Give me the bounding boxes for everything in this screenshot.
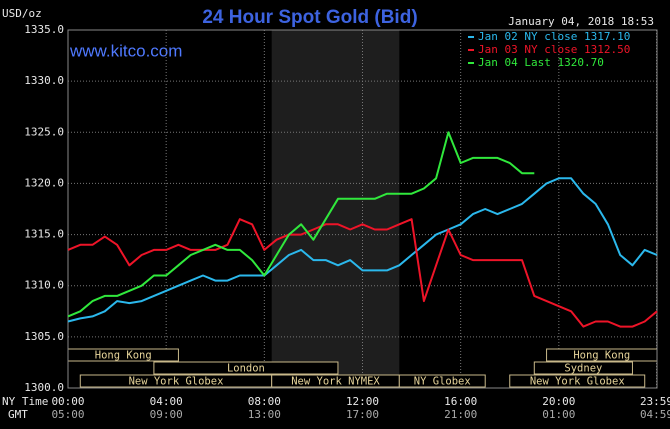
session-label: Sydney [564,363,602,375]
chart-title: 24 Hour Spot Gold (Bid) [202,7,417,28]
session-label: Hong Kong [95,350,152,362]
x2-tick-label: 21:00 [444,408,477,421]
session-label: New York Globex [530,376,625,388]
series-line [67,218,658,328]
x-tick-label: 00:00 [51,395,84,408]
session-label: NY Globex [414,376,471,388]
session-label: New York Globex [129,376,224,388]
y-tick-label: 1330.0 [24,74,64,87]
session-box [398,374,486,388]
x2-tick-label: 09:00 [150,408,183,421]
y-tick-label: 1325.0 [24,125,64,138]
x-tick-label: 16:00 [444,395,477,408]
legend-label: Jan 04 Last 1320.70 [478,56,604,69]
timestamp: January 04, 2018 18:53 [508,15,654,28]
y-axis-label: USD/oz [2,7,42,20]
session-label: New York NYMEX [291,376,380,388]
x2-tick-label: 13:00 [248,408,281,421]
y-tick-label: 1310.0 [24,279,64,292]
session-shade [271,30,400,388]
session-label: London [227,363,265,375]
series-line [67,177,658,323]
x-tick-label: 12:00 [346,395,379,408]
y-tick-label: 1320.0 [24,176,64,189]
x2-tick-label: 04:59 [640,408,670,421]
session-box [533,361,633,375]
series-line [67,131,535,318]
x2-tick-label: 17:00 [346,408,379,421]
x-tick-label: 23:59 [640,395,670,408]
x2-tick-label: 01:00 [542,408,575,421]
y-tick-label: 1300.0 [24,381,64,394]
legend-label: Jan 03 NY close 1312.50 [478,43,630,56]
session-box [153,361,339,375]
x-tick-label: 08:00 [248,395,281,408]
plot-frame [67,29,658,389]
x-tick-label: 04:00 [150,395,183,408]
x-tick-label: 20:00 [542,395,575,408]
x-axis-label: NY Time [2,395,48,408]
y-tick-label: 1315.0 [24,228,64,241]
y-tick-label: 1305.0 [24,330,64,343]
x2-axis-label: GMT [8,408,28,421]
y-tick-label: 1335.0 [24,23,64,36]
session-label: Hong Kong [573,350,630,362]
x2-tick-label: 05:00 [51,408,84,421]
session-box [509,374,646,388]
watermark: www.kitco.com [69,41,182,60]
legend-label: Jan 02 NY close 1317.10 [478,30,630,43]
